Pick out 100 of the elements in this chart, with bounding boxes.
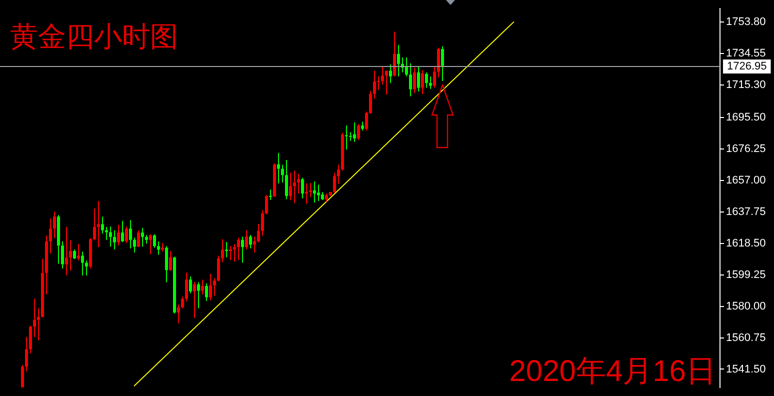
candlestick	[125, 226, 128, 244]
candlestick	[365, 111, 368, 131]
candlestick	[369, 90, 372, 114]
candlestick	[53, 211, 56, 239]
y-tick-label: 1580.00	[726, 300, 766, 312]
candlestick	[209, 273, 212, 301]
candlestick	[289, 172, 292, 200]
candlestick	[169, 250, 172, 272]
candlestick	[297, 173, 300, 194]
candlestick	[49, 218, 52, 254]
candlestick	[97, 200, 100, 248]
y-tick-label: 1618.50	[726, 237, 766, 250]
candlestick	[353, 122, 356, 142]
y-tick-label: 1734.55	[726, 48, 766, 60]
candlestick	[393, 31, 396, 77]
candlestick	[37, 308, 40, 341]
candlestick	[409, 62, 412, 97]
candlestick	[441, 46, 444, 82]
candlestick	[141, 227, 144, 248]
candlestick	[193, 281, 196, 318]
candlestick	[249, 234, 252, 249]
candlestick	[225, 241, 228, 258]
candlestick	[65, 226, 68, 276]
candlestick	[349, 132, 352, 142]
candlestick	[305, 182, 308, 204]
candlestick	[313, 180, 316, 204]
candlestick	[153, 234, 156, 248]
candlestick	[33, 298, 36, 338]
candlestick	[93, 208, 96, 241]
candlestick	[245, 230, 248, 250]
candlestick	[237, 237, 240, 260]
candlestick	[417, 66, 420, 92]
candlestick	[345, 125, 348, 150]
candlestick	[281, 164, 284, 183]
y-tick-label: 1657.00	[726, 174, 766, 186]
candlestick	[177, 304, 180, 324]
y-tick-label: 1695.50	[726, 111, 766, 124]
candlestick	[265, 194, 268, 215]
candlestick	[229, 246, 232, 260]
candlestick	[165, 246, 168, 283]
candlestick	[133, 237, 136, 253]
candlestick	[157, 240, 160, 256]
candlestick	[61, 240, 64, 269]
candlestick	[185, 272, 188, 302]
candlestick	[217, 255, 220, 282]
candlestick	[113, 230, 116, 250]
candlestick	[73, 248, 76, 260]
candlestick	[301, 177, 304, 199]
candlestick	[117, 224, 120, 246]
candlestick	[333, 172, 336, 194]
y-tick-label: 1541.50	[726, 363, 766, 376]
candlestick	[205, 282, 208, 302]
candlestick	[389, 64, 392, 84]
candlestick	[253, 236, 256, 253]
candlestick	[337, 164, 340, 184]
candlestick	[241, 236, 244, 264]
candlestick	[381, 66, 384, 85]
candlestick	[85, 260, 88, 276]
candlestick	[317, 184, 320, 202]
candlestick	[377, 76, 380, 90]
candlestick	[197, 282, 200, 309]
candlestick	[277, 152, 280, 184]
candlestick	[413, 67, 416, 94]
candlestick	[397, 44, 400, 77]
y-tick-label: 1715.30	[726, 79, 766, 92]
candlestick	[373, 70, 376, 100]
ref-line-label: 1726.95	[727, 60, 767, 73]
candlestick	[293, 170, 296, 204]
candlestick	[221, 238, 224, 263]
candlestick	[433, 66, 436, 88]
y-tick-label: 1637.75	[726, 206, 766, 218]
candlestick	[81, 251, 84, 276]
candlestick	[25, 336, 28, 372]
candlestick	[29, 325, 32, 354]
candlestick	[429, 76, 432, 90]
candlestick	[385, 70, 388, 96]
annotation: 2020年4月16日	[509, 354, 716, 390]
candlestick	[69, 240, 72, 272]
candlestick	[213, 278, 216, 296]
candlestick	[105, 226, 108, 240]
y-tick-label: 1676.25	[726, 142, 766, 155]
candlestick	[285, 160, 288, 200]
candlestick	[421, 70, 424, 94]
candlestick	[101, 216, 104, 234]
y-tick-label: 1599.25	[726, 268, 766, 281]
candlestick	[121, 220, 124, 242]
candlestick	[357, 124, 360, 140]
text: 黄金四小时图	[10, 21, 178, 55]
candlestick	[109, 226, 112, 248]
candlestick	[425, 72, 428, 88]
candlestick	[437, 47, 440, 78]
candlestick	[149, 234, 152, 255]
y-tick-label: 1753.80	[726, 16, 766, 28]
candlestick	[77, 243, 80, 261]
candlestick	[261, 210, 264, 236]
candlestick	[233, 243, 236, 262]
candlestick	[269, 189, 272, 200]
y-tick-label: 1560.75	[726, 332, 766, 344]
candlestick	[137, 230, 140, 248]
candlestick	[309, 182, 312, 198]
